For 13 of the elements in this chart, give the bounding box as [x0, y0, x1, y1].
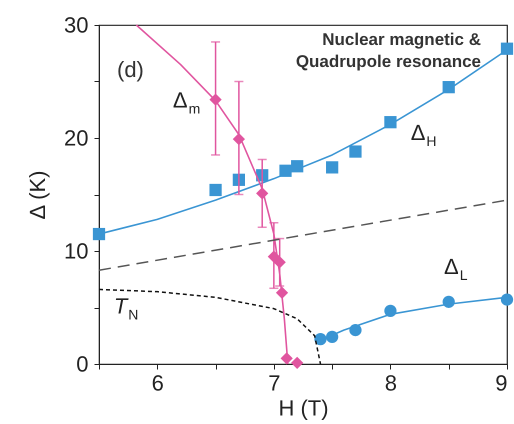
y-tick-label: 10 — [64, 238, 88, 264]
x-tick-label: 9 — [495, 370, 508, 396]
annotation: (d) — [117, 57, 144, 82]
x-tick-label: 7 — [268, 370, 280, 396]
annotation: Quadrupole resonance — [296, 52, 481, 71]
x-axis-title: H (T) — [278, 396, 329, 420]
x-tick-label: 6 — [152, 370, 164, 396]
y-tick-label: 20 — [64, 126, 88, 150]
annotation: Nuclear magnetic & — [322, 30, 481, 49]
x-tick-label: 8 — [384, 370, 398, 396]
y-tick-label: 0 — [76, 352, 88, 376]
y-tick-label: 30 — [64, 12, 88, 38]
y-axis-title: Δ (K) — [25, 170, 50, 220]
